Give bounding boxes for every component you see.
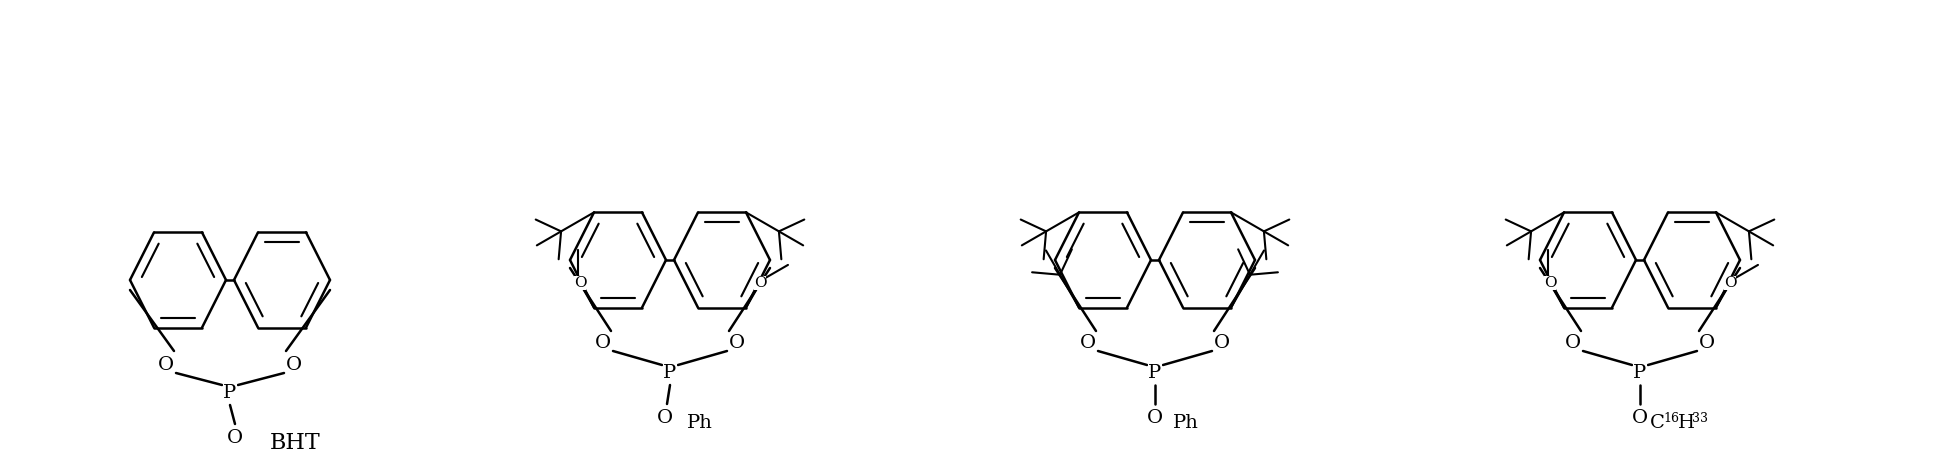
Text: H: H bbox=[1677, 414, 1695, 432]
Text: O: O bbox=[159, 356, 174, 374]
Text: O: O bbox=[286, 356, 301, 374]
Text: O: O bbox=[573, 276, 587, 290]
Text: O: O bbox=[728, 334, 746, 352]
Text: Ph: Ph bbox=[687, 414, 712, 432]
Text: BHT: BHT bbox=[270, 432, 321, 454]
Text: P: P bbox=[663, 364, 677, 382]
Text: O: O bbox=[1724, 276, 1736, 290]
Text: O: O bbox=[1213, 334, 1231, 352]
Text: O: O bbox=[595, 334, 611, 352]
Text: O: O bbox=[1080, 334, 1096, 352]
Text: O: O bbox=[1147, 409, 1162, 427]
Text: C: C bbox=[1650, 414, 1665, 432]
Text: P: P bbox=[1634, 364, 1646, 382]
Text: 16: 16 bbox=[1663, 411, 1679, 425]
Text: O: O bbox=[1566, 334, 1581, 352]
Text: O: O bbox=[658, 409, 673, 427]
Text: O: O bbox=[1544, 276, 1556, 290]
Text: O: O bbox=[1699, 334, 1714, 352]
Text: 33: 33 bbox=[1693, 411, 1708, 425]
Text: P: P bbox=[223, 384, 237, 402]
Text: O: O bbox=[753, 276, 767, 290]
Text: O: O bbox=[227, 429, 243, 447]
Text: P: P bbox=[1149, 364, 1162, 382]
Text: Ph: Ph bbox=[1172, 414, 1200, 432]
Text: O: O bbox=[1632, 409, 1648, 427]
